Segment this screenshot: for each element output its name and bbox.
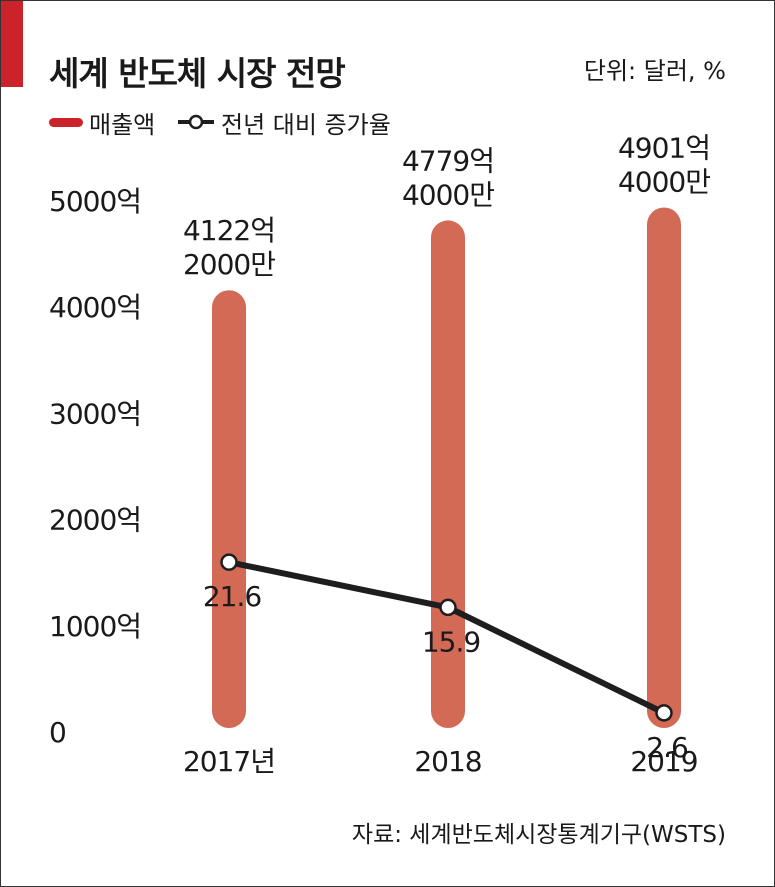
x-tick-label: 2018 bbox=[414, 745, 481, 778]
x-tick-label: 2017년 bbox=[183, 745, 275, 778]
legend-label-growth: 전년 대비 증가율 bbox=[221, 111, 391, 139]
bar-value-label: 4122억 bbox=[183, 214, 275, 247]
growth-rate-point bbox=[655, 704, 673, 722]
x-tick-label: 2019 bbox=[630, 745, 697, 778]
bar-value-label: 2000만 bbox=[183, 248, 275, 281]
bar-value-label: 4000만 bbox=[618, 165, 710, 198]
y-tick-label: 2000억 bbox=[49, 504, 141, 537]
unit-label: 단위: 달러, % bbox=[583, 57, 726, 85]
bar-2019 bbox=[647, 207, 681, 728]
legend-bar-swatch bbox=[49, 118, 83, 127]
y-tick-label: 3000억 bbox=[49, 397, 141, 430]
y-tick-label: 4000억 bbox=[49, 291, 141, 324]
bar-2018 bbox=[431, 220, 465, 728]
growth-rate-point bbox=[439, 598, 457, 617]
bar-value-label: 4779억 bbox=[402, 144, 494, 177]
legend-line-marker-icon bbox=[178, 114, 214, 130]
growth-rate-label: 15.9 bbox=[422, 625, 480, 658]
y-tick-label: 5000억 bbox=[49, 185, 141, 218]
growth-rate-label: 2.6 bbox=[646, 731, 688, 764]
source-note: 자료: 세계반도체시장통계기구(WSTS) bbox=[351, 822, 726, 848]
y-tick-label: 0 bbox=[49, 716, 66, 749]
growth-rate-label: 21.6 bbox=[203, 580, 262, 613]
title-accent-bar bbox=[1, 1, 23, 87]
chart-title: 세계 반도체 시장 전망 bbox=[49, 54, 346, 93]
bar-value-label: 4901억 bbox=[618, 131, 710, 164]
y-tick-label: 1000억 bbox=[49, 610, 141, 643]
growth-rate-point bbox=[220, 553, 238, 571]
bar-2017년 bbox=[212, 290, 246, 728]
bar-value-label: 4000만 bbox=[402, 178, 494, 211]
legend-label-sales: 매출액 bbox=[89, 111, 156, 139]
